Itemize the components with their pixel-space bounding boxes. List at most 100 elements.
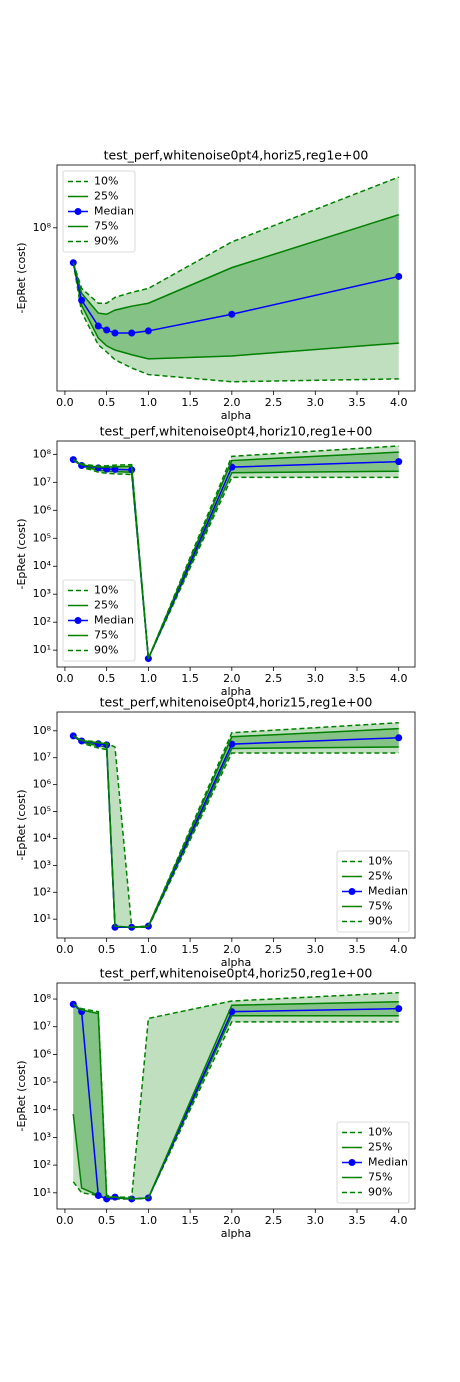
series-line [72,213,399,316]
point [78,296,86,304]
y-tick-label: 10⁷ [33,475,51,488]
legend-marker [348,1159,356,1166]
legend-label: 25% [368,1141,392,1154]
legend-label: 90% [94,235,118,248]
x-tick-label: 0.0 [56,943,74,956]
legend-label: 10% [94,175,118,188]
x-tick-label: 3.0 [307,1214,325,1227]
point [228,310,236,318]
x-axis-label: alpha [221,685,252,698]
x-axis-label: alpha [221,1227,252,1240]
point [111,329,119,337]
y-tick-label: 10³ [33,858,51,871]
legend: 10% 25% Median 75% 90% [62,170,136,253]
x-tick-label: 0.5 [98,1214,116,1227]
series-line [72,262,399,383]
x-tick-label: 3.0 [307,672,325,685]
point [94,1191,102,1199]
chart-title: test_perf,whitenoise0pt4,horiz50,reg1e+0… [100,966,373,981]
point [144,327,152,335]
series-line [72,445,399,659]
x-tick-label: 0.0 [56,396,74,409]
x-tick-label: 3.5 [348,672,366,685]
legend-marker [74,617,82,624]
x-tick-label: 3.0 [307,396,325,409]
x-tick-label: 2.0 [223,672,241,685]
legend-label: 90% [368,1186,392,1199]
x-tick-label: 2.0 [223,1214,241,1227]
y-tick-label: 10⁵ [33,531,51,544]
y-tick-label: 10⁸ [33,992,52,1005]
y-tick-label: 10⁴ [33,831,52,844]
legend: 10% 25% Median 75% 90% [336,850,410,933]
legend-label: 90% [94,644,118,657]
y-tick-label: 10⁶ [33,1047,52,1060]
series-line [72,459,399,662]
subplot: test_perf,whitenoise0pt4,horiz15,reg1e+0… [15,695,416,969]
chart-title: test_perf,whitenoise0pt4,horiz10,reg1e+0… [100,424,373,439]
legend-label: Median [94,205,134,218]
legend-box [62,579,136,662]
x-tick-label: 3.5 [348,943,366,956]
legend-label: 10% [368,1126,392,1139]
y-tick-label: 10⁶ [33,503,52,516]
legend: 10% 25% Median 75% 90% [62,579,136,662]
y-tick-label: 10² [33,885,51,898]
point [128,329,136,337]
y-tick-label: 10⁸ [33,221,52,234]
legend-label: 75% [94,220,118,233]
x-tick-label: 1.0 [140,396,158,409]
legend-box [336,1121,410,1204]
point [395,272,403,280]
point [111,923,119,931]
chart-title: test_perf,whitenoise0pt4,horiz15,reg1e+0… [100,695,373,710]
y-tick-label: 10⁷ [33,751,51,764]
chart-title: test_perf,whitenoise0pt4,horiz5,reg1e+00 [104,148,369,163]
y-axis-label: -EpRet (cost) [15,789,28,860]
series-line [72,721,399,929]
y-tick-label: 10¹ [33,643,51,656]
x-tick-label: 0.0 [56,672,74,685]
legend-label: Median [94,614,134,627]
x-tick-label: 1.5 [181,396,199,409]
x-tick-label: 4.0 [390,396,408,409]
x-tick-label: 2.5 [265,1214,283,1227]
y-tick-label: 10⁸ [33,447,52,460]
series-line [72,262,399,360]
legend-label: Median [368,1156,408,1169]
x-tick-label: 0.5 [98,396,116,409]
y-tick-label: 10² [33,1158,51,1171]
point [111,465,119,473]
band [73,177,399,382]
x-axis-label: alpha [221,409,252,422]
x-tick-label: 2.5 [265,396,283,409]
legend-label: 10% [368,855,392,868]
y-tick-label: 10⁴ [33,559,52,572]
x-tick-label: 1.5 [181,943,199,956]
point [395,1005,403,1013]
x-tick-label: 2.0 [223,396,241,409]
x-tick-label: 1.5 [181,1214,199,1227]
series-line [72,451,399,659]
x-tick-label: 0.5 [98,943,116,956]
axes-frame [56,440,416,668]
x-tick-label: 0.5 [98,672,116,685]
y-tick-label: 10³ [33,587,51,600]
y-axis-label: -EpRet (cost) [15,518,28,589]
legend-label: 75% [368,900,392,913]
y-tick-label: 10⁸ [33,724,52,737]
point [395,458,403,466]
series-line [72,727,399,929]
legend-label: Median [368,885,408,898]
x-tick-label: 2.5 [265,943,283,956]
x-tick-label: 2.5 [265,672,283,685]
series-line [72,991,399,1198]
y-tick-label: 10¹ [33,912,51,925]
legend-label: 25% [94,190,118,203]
band [73,214,399,359]
legend-marker [348,888,356,895]
axes-frame [56,711,416,939]
x-tick-label: 3.0 [307,943,325,956]
x-tick-label: 1.0 [140,672,158,685]
